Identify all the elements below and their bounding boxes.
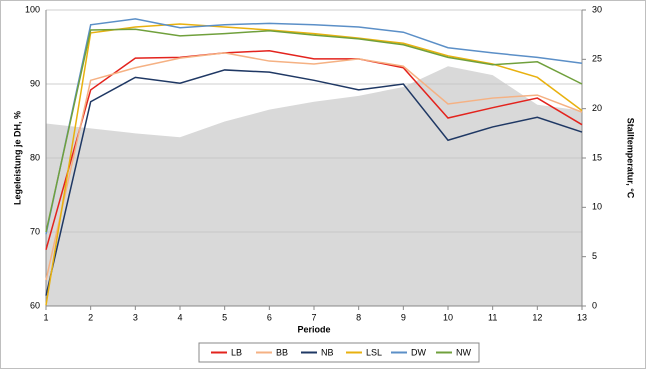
line	[45, 49, 583, 250]
y2-axis-title: Stalltemperatur, °C	[626, 118, 636, 199]
y2-tick-label: 25	[592, 54, 602, 64]
x-tick-label: 7	[311, 312, 316, 322]
legend-label: LB	[231, 347, 242, 357]
y2-tick-label: 30	[592, 4, 602, 14]
line	[45, 28, 583, 233]
y2-tick-label: 0	[592, 300, 597, 310]
x-tick-label: 5	[222, 312, 227, 322]
x-tick-label: 9	[401, 312, 406, 322]
y-tick-label: 90	[30, 78, 40, 88]
y-tick-label: 80	[30, 152, 40, 162]
x-tick-label: 1	[43, 312, 48, 322]
line	[45, 18, 583, 235]
x-tick-label: 4	[177, 312, 182, 322]
x-tick-label: 13	[577, 312, 587, 322]
y2-tick-label: 15	[592, 152, 602, 162]
x-tick-label: 11	[488, 312, 497, 322]
area	[46, 66, 582, 307]
y-tick-label: 60	[30, 300, 40, 310]
legend-label: NW	[456, 347, 471, 357]
x-tick-label: 10	[443, 312, 453, 322]
legend-label: BB	[276, 347, 288, 357]
legend-label: LSL	[366, 347, 382, 357]
y2-tick-label: 5	[592, 251, 597, 261]
legend-label: NB	[321, 347, 334, 357]
legend-label: DW	[411, 347, 426, 357]
y-axis-title: Legeleistung je DH, %	[12, 111, 22, 205]
x-tick-label: 12	[532, 312, 542, 322]
legend-box	[198, 342, 480, 363]
y2-tick-label: 20	[592, 103, 602, 113]
line	[45, 69, 583, 296]
line	[45, 52, 583, 281]
y-tick-label: 70	[30, 226, 40, 236]
x-axis-title: Periode	[297, 324, 330, 334]
y-tick-label: 100	[25, 4, 40, 14]
x-tick-label: 3	[133, 312, 138, 322]
x-tick-label: 2	[88, 312, 93, 322]
x-tick-label: 8	[356, 312, 361, 322]
x-tick-label: 6	[267, 312, 272, 322]
y2-tick-label: 10	[592, 202, 602, 212]
